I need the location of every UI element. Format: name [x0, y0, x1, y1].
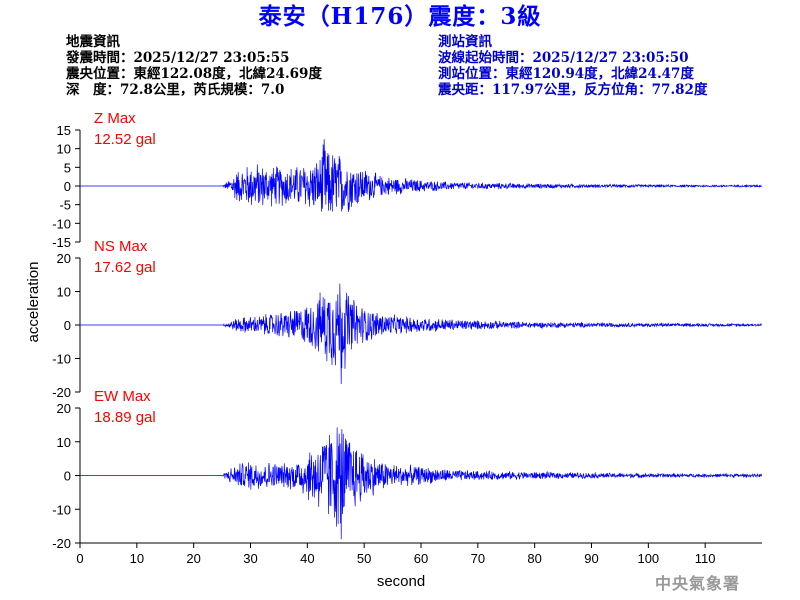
station-info: 測站資訊 波線起始時間：2025/12/27 23:05:50 測站位置：東經1…: [438, 34, 707, 98]
x-tick-label: 50: [357, 551, 371, 566]
earthquake-info: 地震資訊 發震時間：2025/12/27 23:05:55 震央位置：東經122…: [66, 34, 322, 98]
x-tick-label: 100: [637, 551, 659, 566]
epicenter-location: 震央位置：東經122.08度，北緯24.69度: [66, 66, 322, 82]
y-tick-label: 15: [57, 123, 71, 138]
x-tick-label: 110: [695, 551, 716, 566]
x-tick-label: 70: [471, 551, 485, 566]
station-location: 測站位置：東經120.94度，北緯24.47度: [438, 66, 694, 82]
x-tick-label: 40: [300, 551, 314, 566]
depth-magnitude: 深 度：72.8公里，芮氏規模：7.0: [66, 82, 285, 98]
y-tick-label: 10: [57, 435, 71, 450]
x-tick-label: 10: [130, 551, 144, 566]
origin-time: 發震時間：2025/12/27 23:05:55: [66, 50, 290, 66]
y-tick-label: 0: [64, 469, 71, 484]
y-tick-label: -20: [52, 536, 71, 551]
y-tick-label: -5: [59, 198, 71, 213]
max-label-ns: NS Max: [94, 238, 148, 255]
max-value-z: 12.52 gal: [94, 131, 156, 148]
x-tick-label: 80: [527, 551, 541, 566]
y-tick-label: -10: [52, 216, 71, 231]
y-tick-label: -15: [52, 235, 71, 250]
y-tick-label: 0: [64, 179, 71, 194]
y-tick-label: -10: [52, 352, 71, 367]
y-tick-label: -20: [52, 385, 71, 400]
waveform-ew: [80, 427, 762, 540]
y-tick-label: 20: [57, 401, 71, 416]
x-tick-label: 90: [584, 551, 598, 566]
station-info-heading: 測站資訊: [438, 34, 492, 50]
y-tick-label: 20: [57, 251, 71, 266]
x-axis-label: second: [377, 573, 425, 590]
y-tick-label: 0: [64, 318, 71, 333]
waveform-z: [80, 139, 762, 213]
y-tick-label: 10: [57, 142, 71, 157]
y-tick-label: 5: [64, 160, 71, 175]
max-value-ew: 18.89 gal: [94, 409, 156, 426]
epicentral-distance: 震央距：117.97公里，反方位角：77.82度: [438, 82, 708, 98]
wave-start-time: 波線起始時間：2025/12/27 23:05:50: [438, 50, 689, 66]
earthquake-info-heading: 地震資訊: [66, 34, 120, 50]
y-axis-label: acceleration: [25, 262, 42, 343]
max-label-z: Z Max: [94, 110, 136, 127]
x-tick-label: 30: [243, 551, 257, 566]
chart-title: 泰安（H176）震度：3級: [258, 3, 542, 30]
y-tick-label: -10: [52, 502, 71, 517]
x-tick-label: 0: [76, 551, 83, 566]
x-tick-label: 20: [186, 551, 200, 566]
max-value-ns: 17.62 gal: [94, 259, 156, 276]
agency-watermark: 中央氣象署: [655, 574, 741, 593]
waveform-ns: [80, 283, 762, 385]
max-label-ew: EW Max: [94, 388, 151, 405]
y-tick-label: 10: [57, 285, 71, 300]
x-tick-label: 60: [414, 551, 428, 566]
